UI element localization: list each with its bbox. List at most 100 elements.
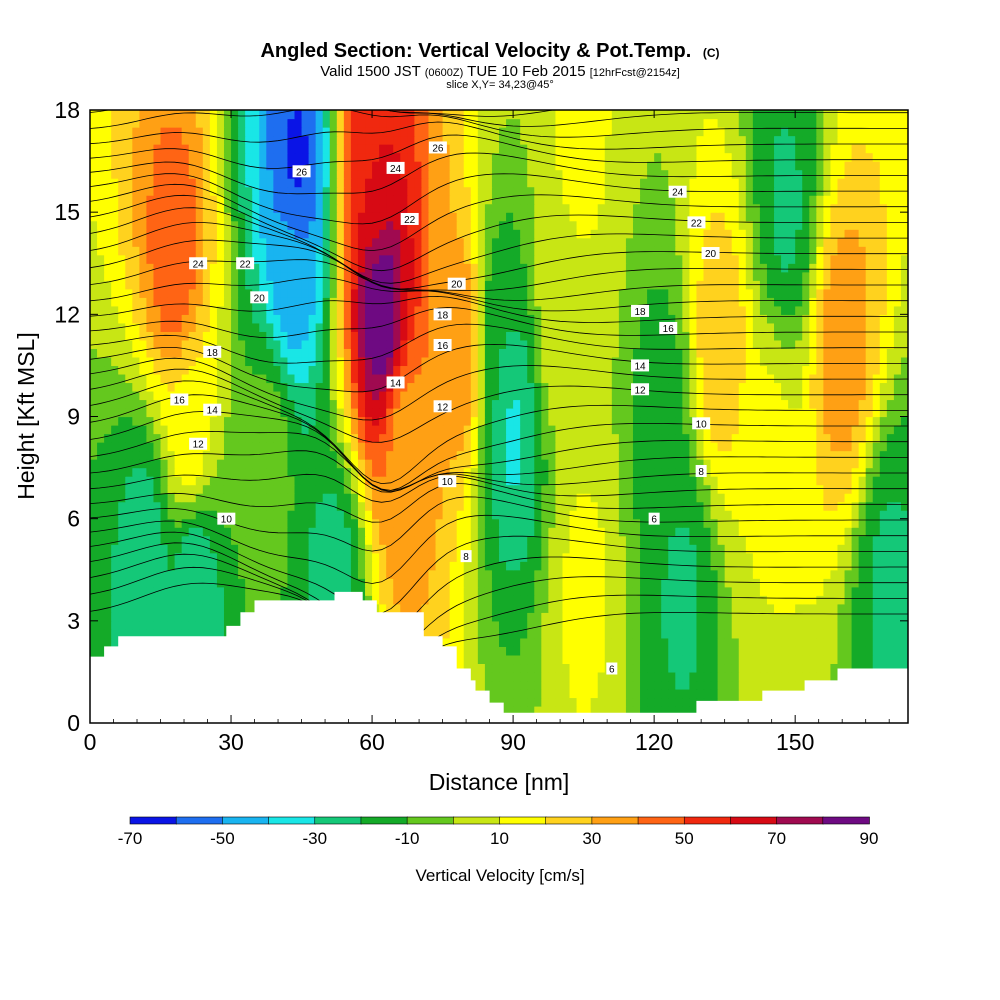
velocity-cell [449, 425, 458, 435]
velocity-cell [844, 629, 853, 639]
velocity-cell [111, 425, 119, 435]
velocity-cell [442, 518, 451, 528]
velocity-cell [463, 382, 472, 392]
velocity-cell [534, 484, 542, 494]
velocity-cell [647, 705, 655, 716]
velocity-cell [329, 365, 338, 375]
velocity-cell [576, 680, 585, 690]
velocity-cell [111, 629, 119, 639]
velocity-cell [111, 484, 119, 494]
velocity-cell [654, 390, 662, 401]
velocity-cell [421, 620, 430, 630]
velocity-cell [301, 390, 310, 401]
velocity-cell [562, 697, 571, 707]
velocity-cell [611, 518, 620, 528]
velocity-cell [562, 390, 571, 401]
velocity-cell [823, 620, 832, 630]
velocity-cell [562, 535, 571, 545]
velocity-cell [174, 382, 183, 392]
velocity-cell [223, 356, 232, 367]
velocity-cell [886, 399, 895, 409]
velocity-cell [738, 569, 747, 579]
velocity-cell [534, 510, 542, 520]
velocity-cell [900, 467, 908, 477]
velocity-cell [738, 680, 747, 690]
velocity-cell [640, 493, 648, 503]
velocity-cell [379, 552, 387, 562]
velocity-cell [181, 476, 190, 486]
velocity-cell [499, 450, 507, 460]
velocity-cell [449, 459, 458, 469]
velocity-cell [231, 382, 239, 392]
velocity-cell [562, 476, 571, 486]
velocity-cell [618, 688, 627, 699]
velocity-cell [611, 356, 620, 367]
velocity-cell [301, 433, 310, 443]
velocity-cell [858, 501, 867, 511]
velocity-cell [125, 493, 133, 503]
velocity-cell [506, 382, 514, 392]
velocity-cell [590, 459, 599, 469]
velocity-cell [125, 544, 133, 554]
velocity-cell [421, 527, 430, 537]
velocity-cell [844, 569, 853, 579]
velocity-cell [386, 527, 394, 537]
velocity-cell [315, 569, 324, 579]
velocity-cell [759, 535, 768, 545]
velocity-cell [365, 493, 373, 503]
velocity-cell [456, 620, 465, 630]
velocity-cell [781, 399, 789, 409]
velocity-cell [343, 390, 352, 401]
velocity-cell [865, 450, 874, 460]
velocity-cell [491, 416, 500, 426]
velocity-cell [858, 450, 867, 460]
velocity-cell [788, 586, 796, 596]
velocity-cell [647, 365, 655, 375]
velocity-cell [640, 501, 648, 511]
velocity-cell [294, 552, 303, 562]
velocity-cell [738, 518, 747, 528]
velocity-cell [661, 705, 669, 716]
velocity-cell [548, 484, 557, 494]
velocity-cell [301, 501, 310, 511]
velocity-cell [393, 356, 401, 367]
velocity-cell [618, 552, 627, 562]
velocity-cell [816, 365, 824, 375]
velocity-cell [280, 390, 289, 401]
velocity-cell [231, 501, 239, 511]
velocity-cell [809, 459, 817, 469]
velocity-cell [548, 450, 557, 460]
velocity-cell [802, 459, 810, 469]
velocity-cell [308, 382, 317, 392]
velocity-cell [865, 365, 874, 375]
velocity-cell [703, 510, 712, 520]
velocity-cell [548, 535, 557, 545]
velocity-cell [795, 476, 803, 486]
velocity-cell [104, 484, 112, 494]
velocity-cell [97, 493, 105, 503]
velocity-cell [259, 569, 267, 579]
velocity-cell [555, 629, 564, 639]
velocity-cell [520, 459, 528, 469]
velocity-cell [527, 382, 535, 392]
velocity-cell [604, 620, 613, 630]
velocity-cell [146, 407, 155, 418]
velocity-cell [879, 467, 888, 477]
velocity-cell [788, 612, 796, 622]
velocity-cell [209, 518, 218, 528]
velocity-cell [724, 671, 733, 682]
velocity-cell [731, 416, 740, 426]
velocity-cell [745, 493, 754, 503]
velocity-cell [132, 356, 140, 367]
velocity-cell [534, 646, 542, 656]
velocity-cell [548, 705, 557, 716]
velocity-cell [809, 561, 817, 571]
velocity-cell [696, 569, 705, 579]
velocity-cell [837, 373, 846, 384]
velocity-cell [555, 527, 564, 537]
velocity-cell [632, 629, 641, 639]
velocity-cell [245, 433, 253, 443]
velocity-cell [886, 595, 895, 605]
velocity-cell [830, 433, 839, 443]
velocity-cell [506, 654, 514, 665]
